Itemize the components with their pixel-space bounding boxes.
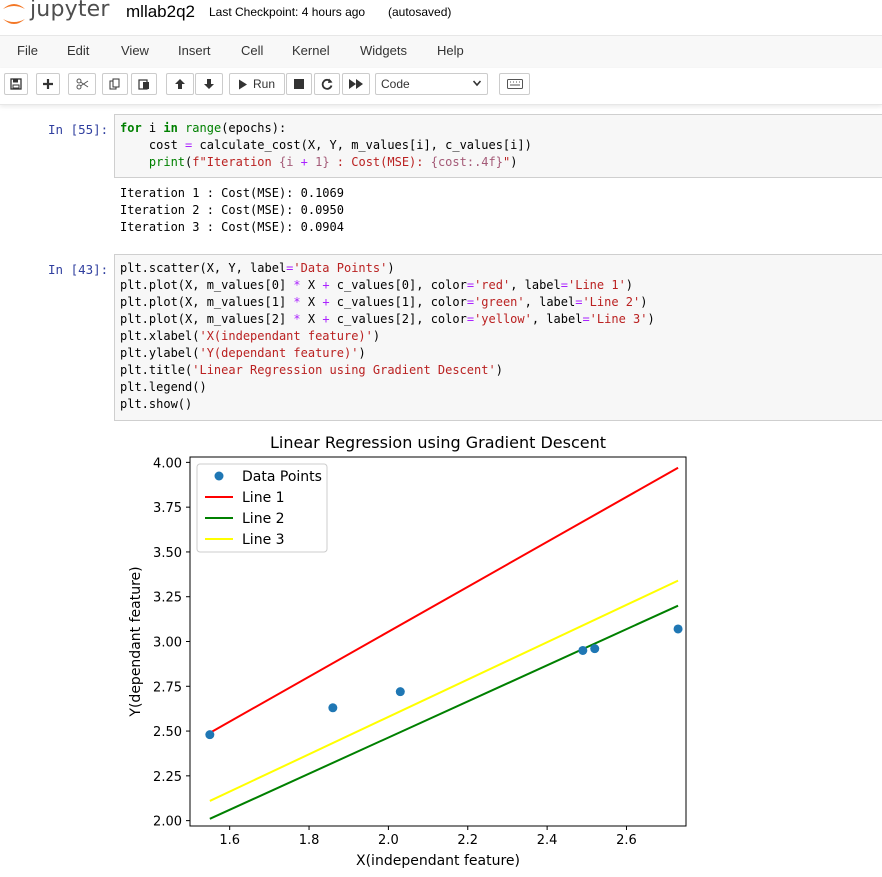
code-cell-input[interactable]: plt.scatter(X, Y, label='Data Points') pl… [114,254,882,421]
fast-forward-icon [349,79,363,89]
paste-icon [138,79,149,90]
code-line: plt.ylabel('Y(dependant feature)') [120,346,366,360]
x-axis-label: X(independant feature) [356,853,520,869]
jupyter-logo[interactable]: jupyter [0,0,120,28]
move-down-button[interactable] [195,73,223,95]
legend-label: Line 2 [242,511,285,527]
checkpoint-status: Last Checkpoint: 4 hours ago [209,5,366,19]
notebook-header: jupyter mllab2q2 Last Checkpoint: 4 hour… [0,0,882,34]
run-label: Run [253,77,276,91]
y-tick-label: 3.25 [153,591,182,606]
code-line: for i in range(epochs): [120,121,287,135]
command-palette-button[interactable] [499,73,530,95]
cell-type-value: Code [381,77,410,91]
run-button[interactable]: Run [229,73,285,95]
restart-button[interactable] [314,73,340,95]
x-tick-label: 2.2 [457,833,478,848]
keyboard-icon [506,79,523,89]
menu-bar: File Edit View Insert Cell Kernel Widget… [0,35,882,69]
x-tick-label: 2.0 [378,833,399,848]
code-line: plt.title('Linear Regression using Gradi… [120,363,503,377]
menu-view[interactable]: View [121,43,149,58]
menu-edit[interactable]: Edit [67,43,90,58]
arrow-up-icon [175,79,185,89]
cell-output-line: Iteration 3 : Cost(MSE): 0.0904 [120,220,344,234]
legend-label: Line 1 [242,490,285,506]
stop-icon [294,79,304,89]
code-cell-input[interactable]: for i in range(epochs): cost = calculate… [114,114,882,178]
plus-icon [43,79,53,89]
arrow-down-icon [204,79,214,89]
legend-label: Data Points [242,469,322,485]
y-tick-label: 2.50 [153,725,182,740]
insert-cell-button[interactable] [36,73,60,95]
data-point [590,644,600,654]
paste-button[interactable] [131,73,157,95]
interrupt-button[interactable] [286,73,312,95]
chevron-down-icon [473,80,481,87]
y-tick-label: 2.75 [153,680,182,695]
save-button[interactable] [4,73,28,95]
y-tick-label: 4.00 [153,456,182,471]
code-line: plt.xlabel('X(independant feature)') [120,329,381,343]
series-line-line-1 [209,466,679,734]
jupyter-logo-icon [3,4,25,24]
x-tick-label: 2.4 [537,833,558,848]
toolbar: Run Code [0,68,882,105]
data-point [395,687,405,697]
data-point [205,730,215,740]
restart-icon [321,78,333,90]
run-icon [239,79,247,89]
y-tick-label: 3.50 [153,546,182,561]
cell-output-line: Iteration 2 : Cost(MSE): 0.0950 [120,203,344,217]
copy-icon [109,78,120,90]
legend-label: Line 3 [242,532,285,548]
legend-box [196,463,328,553]
y-axis-label: Y(dependant feature) [128,566,144,717]
code-line: print(f"Iteration {i + 1} : Cost(MSE): {… [148,155,518,169]
menu-insert[interactable]: Insert [178,43,211,58]
scatter-line-chart: Linear Regression using Gradient Descent… [128,433,687,869]
code-line: plt.legend() [120,380,207,394]
app-name: jupyter [30,0,110,22]
x-tick-label: 2.6 [616,833,637,848]
menu-help[interactable]: Help [437,43,464,58]
chart-title: Linear Regression using Gradient Descent [270,433,606,452]
series-line-line-2 [209,604,679,820]
code-line: plt.scatter(X, Y, label='Data Points') [120,261,395,275]
code-line: plt.plot(X, m_values[0] * X + c_values[0… [120,278,634,292]
code-line: cost = calculate_cost(X, Y, m_values[i],… [120,138,532,152]
y-tick-label: 2.00 [153,815,182,830]
x-tick-label: 1.6 [219,833,240,848]
scissors-icon [76,78,88,90]
x-tick-label: 1.8 [299,833,320,848]
copy-button[interactable] [102,73,128,95]
menu-file[interactable]: File [17,43,38,58]
y-tick-label: 3.00 [153,636,182,651]
autosave-status: (autosaved) [388,5,452,19]
code-line: plt.plot(X, m_values[1] * X + c_values[1… [120,295,648,309]
series-line-line-3 [209,579,679,802]
data-point [328,703,338,713]
y-tick-label: 3.75 [153,501,182,516]
cell-prompt: In [43]: [48,262,109,277]
data-point [673,624,683,634]
notebook-name[interactable]: mllab2q2 [126,2,195,21]
data-point [578,645,588,655]
menu-widgets[interactable]: Widgets [360,43,407,58]
cut-button[interactable] [68,73,96,95]
cell-prompt: In [55]: [48,122,109,137]
save-icon [10,78,22,90]
legend-marker [214,471,224,481]
move-up-button[interactable] [166,73,194,95]
code-line: plt.show() [120,397,193,411]
cell-type-select[interactable]: Code [375,73,488,95]
restart-run-all-button[interactable] [342,73,370,95]
cell-output-line: Iteration 1 : Cost(MSE): 0.1069 [120,186,344,200]
menu-kernel[interactable]: Kernel [292,43,330,58]
menu-cell[interactable]: Cell [241,43,264,58]
y-tick-label: 2.25 [153,770,182,785]
code-line: plt.plot(X, m_values[2] * X + c_values[2… [120,312,655,326]
